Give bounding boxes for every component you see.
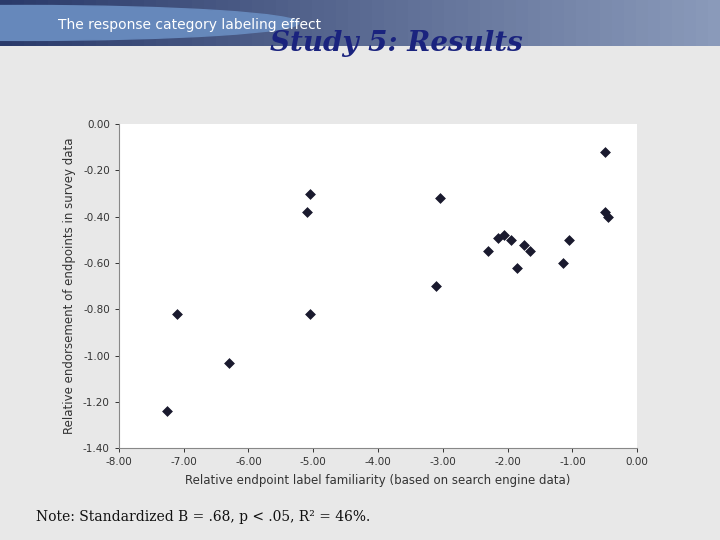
Point xyxy=(301,208,312,217)
Bar xyxy=(228,0,240,46)
Bar xyxy=(12,0,24,46)
Point xyxy=(434,194,446,202)
Point xyxy=(557,259,569,267)
Bar xyxy=(660,0,672,46)
Bar xyxy=(84,0,96,46)
Bar xyxy=(636,0,648,46)
Bar xyxy=(36,0,48,46)
Point xyxy=(492,233,504,242)
Bar xyxy=(288,0,300,46)
Point xyxy=(518,240,530,249)
Bar xyxy=(324,0,336,46)
Bar xyxy=(348,0,360,46)
Point xyxy=(171,309,183,318)
Bar xyxy=(264,0,276,46)
Bar xyxy=(540,0,552,46)
Bar xyxy=(204,0,216,46)
Point xyxy=(599,147,611,156)
Bar xyxy=(108,0,120,46)
Bar xyxy=(60,0,72,46)
Bar xyxy=(612,0,624,46)
Point xyxy=(498,231,510,240)
Bar xyxy=(312,0,324,46)
Bar xyxy=(276,0,288,46)
Bar xyxy=(648,0,660,46)
Bar xyxy=(96,0,108,46)
Point xyxy=(512,264,523,272)
Bar xyxy=(468,0,480,46)
Bar xyxy=(144,0,156,46)
Bar xyxy=(240,0,252,46)
Bar xyxy=(576,0,588,46)
Bar xyxy=(624,0,636,46)
Bar xyxy=(48,0,60,46)
Bar xyxy=(564,0,576,46)
Bar xyxy=(672,0,684,46)
Bar xyxy=(504,0,516,46)
Bar xyxy=(120,0,132,46)
Bar xyxy=(24,0,36,46)
Text: The response category labeling effect: The response category labeling effect xyxy=(58,18,320,32)
Point xyxy=(505,235,517,244)
Bar xyxy=(384,0,396,46)
Bar xyxy=(336,0,348,46)
Bar xyxy=(216,0,228,46)
Bar xyxy=(252,0,264,46)
Bar xyxy=(684,0,696,46)
Y-axis label: Relative endorsement of endpoints in survey data: Relative endorsement of endpoints in sur… xyxy=(63,138,76,435)
Point xyxy=(564,235,575,244)
Point xyxy=(603,212,614,221)
Point xyxy=(431,282,442,291)
Point xyxy=(599,208,611,217)
Point xyxy=(482,247,494,256)
Circle shape xyxy=(0,5,299,40)
Point xyxy=(524,247,536,256)
Bar xyxy=(456,0,468,46)
Bar xyxy=(360,0,372,46)
Bar xyxy=(432,0,444,46)
Bar xyxy=(480,0,492,46)
Bar xyxy=(588,0,600,46)
Bar xyxy=(300,0,312,46)
Bar xyxy=(396,0,408,46)
Bar xyxy=(192,0,204,46)
Bar xyxy=(180,0,192,46)
Bar xyxy=(492,0,504,46)
Bar xyxy=(372,0,384,46)
X-axis label: Relative endpoint label familiarity (based on search engine data): Relative endpoint label familiarity (bas… xyxy=(185,474,571,487)
Bar xyxy=(708,0,720,46)
Bar xyxy=(0,0,12,46)
Bar xyxy=(132,0,144,46)
Bar xyxy=(528,0,540,46)
Bar xyxy=(420,0,432,46)
Bar xyxy=(444,0,456,46)
Point xyxy=(304,309,315,318)
Text: Note: Standardized B = .68, p < .05, R² = 46%.: Note: Standardized B = .68, p < .05, R² … xyxy=(36,510,370,524)
Point xyxy=(223,358,235,367)
Bar xyxy=(156,0,168,46)
Point xyxy=(304,190,315,198)
Bar xyxy=(696,0,708,46)
Point xyxy=(161,407,173,415)
Bar xyxy=(600,0,612,46)
Bar xyxy=(72,0,84,46)
Bar xyxy=(168,0,180,46)
Bar xyxy=(408,0,420,46)
Bar xyxy=(516,0,528,46)
Text: Study 5: Results: Study 5: Results xyxy=(269,30,523,57)
Bar xyxy=(552,0,564,46)
